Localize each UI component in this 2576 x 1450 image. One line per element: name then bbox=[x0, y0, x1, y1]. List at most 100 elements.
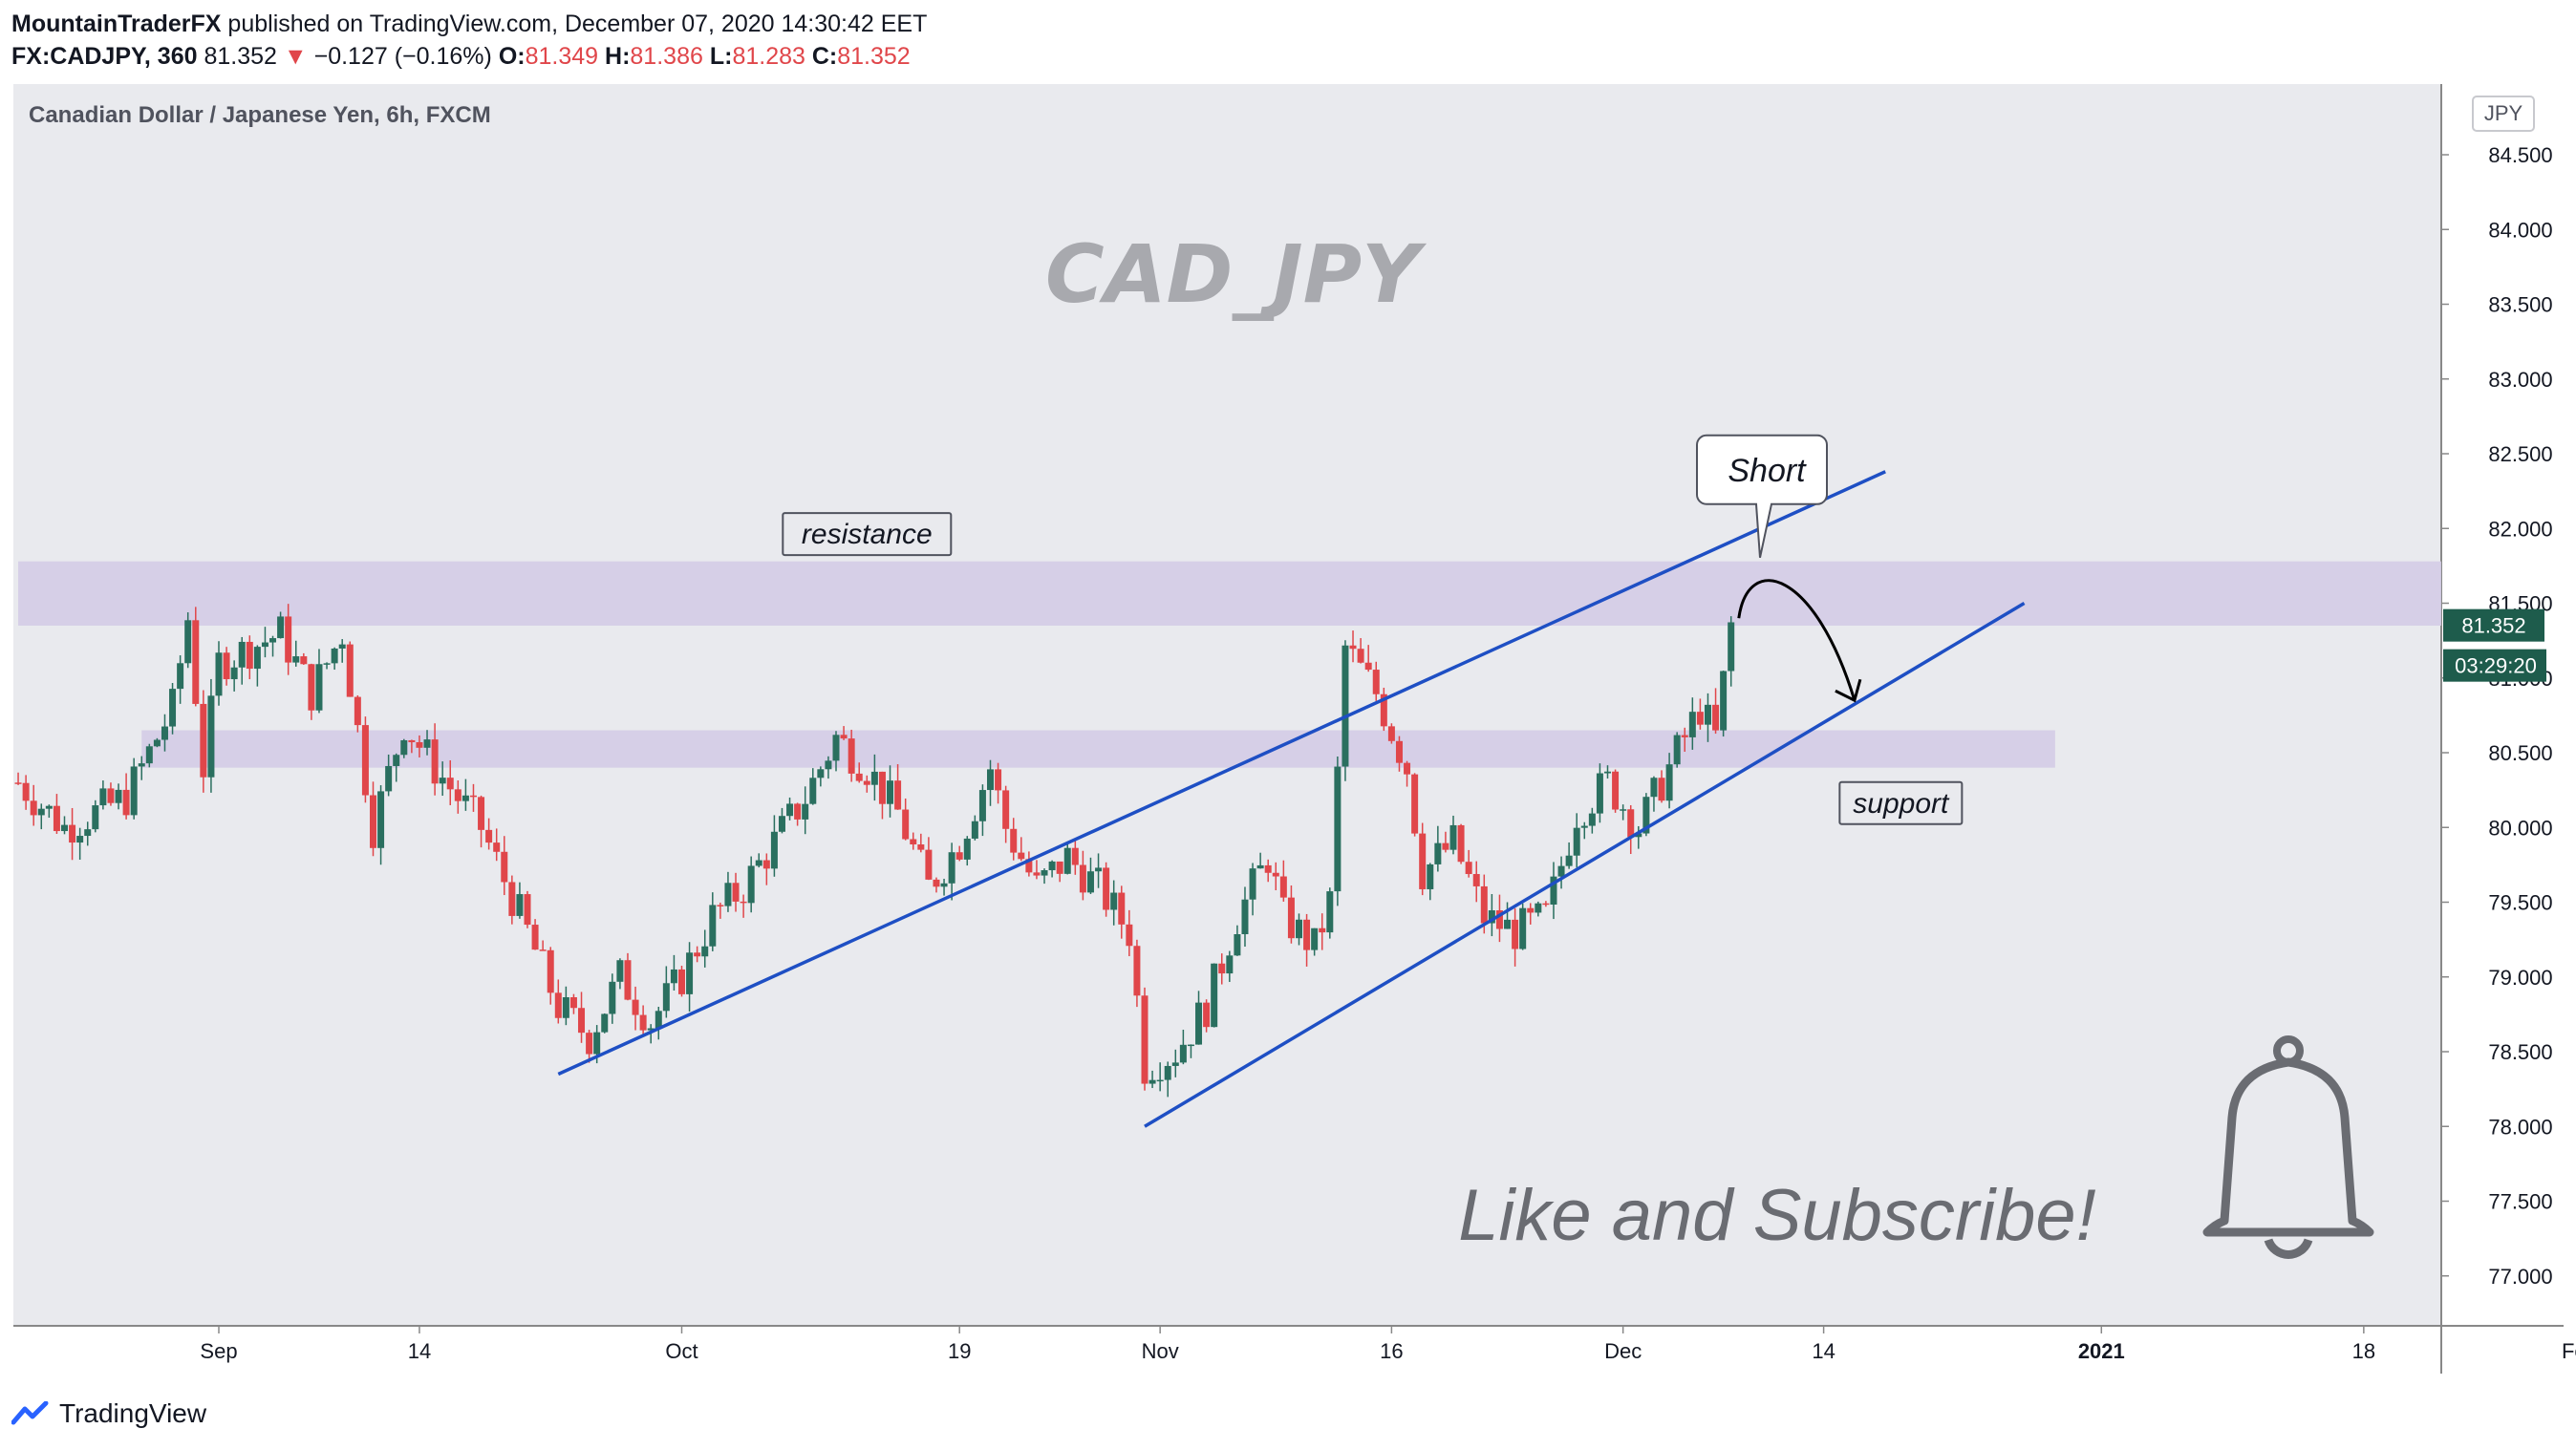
candle-body bbox=[770, 831, 778, 869]
candles-group bbox=[14, 604, 1735, 1098]
candle-body bbox=[45, 805, 53, 809]
candle-body bbox=[724, 883, 732, 906]
price-tick-label: 78.500 bbox=[2488, 1040, 2552, 1064]
candle-body bbox=[778, 816, 785, 832]
candle-body bbox=[1287, 897, 1295, 939]
high-label: H: bbox=[605, 43, 631, 70]
candle-body bbox=[1171, 1062, 1179, 1066]
candle-body bbox=[223, 652, 230, 680]
current-price-box bbox=[2443, 608, 2544, 642]
candle-body bbox=[14, 782, 22, 784]
tradingview-logo-icon bbox=[11, 1401, 49, 1425]
high-value: 81.386 bbox=[630, 43, 703, 70]
candle-body bbox=[531, 925, 539, 950]
candle-body bbox=[431, 739, 439, 784]
candle-body bbox=[1580, 825, 1588, 828]
candle-body bbox=[501, 851, 508, 883]
support-zone bbox=[141, 730, 2055, 768]
candle-body bbox=[740, 901, 747, 904]
candle-body bbox=[1681, 735, 1688, 737]
candle-body bbox=[253, 647, 261, 670]
bell-icon bbox=[2202, 1035, 2374, 1259]
candle-body bbox=[1557, 865, 1565, 877]
candle-body bbox=[586, 1033, 593, 1055]
candle-body bbox=[1404, 762, 1411, 775]
candle-body bbox=[655, 1011, 662, 1029]
open-value: 81.349 bbox=[525, 43, 599, 70]
candle-body bbox=[1712, 704, 1720, 731]
candle-body bbox=[416, 742, 423, 748]
candle-body bbox=[616, 960, 624, 982]
candle-body bbox=[1342, 645, 1349, 767]
tradingview-brand: TradingView bbox=[59, 1398, 207, 1428]
time-tick-label: 2021 bbox=[2078, 1339, 2125, 1363]
author-name[interactable]: MountainTraderFX bbox=[11, 11, 222, 37]
candle-body bbox=[1427, 864, 1434, 889]
candle-body bbox=[894, 780, 902, 810]
candle-body bbox=[107, 788, 115, 803]
time-tick-label: 14 bbox=[1812, 1339, 1835, 1363]
candle-body bbox=[1512, 919, 1519, 949]
candle-body bbox=[485, 829, 493, 843]
candle-body bbox=[354, 696, 361, 726]
candle-body bbox=[1527, 907, 1535, 913]
candle-body bbox=[1650, 778, 1658, 798]
resistance-label: resistance bbox=[802, 519, 933, 550]
ohlc-line: FX:CADJPY, 360 81.352 ▼ −0.127 (−0.16%) … bbox=[11, 40, 927, 73]
candle-body bbox=[1465, 862, 1472, 875]
candle-body bbox=[1395, 740, 1403, 763]
candle-body bbox=[1103, 867, 1110, 910]
candle-body bbox=[493, 842, 501, 852]
channel-line-2 bbox=[1144, 601, 2026, 1128]
candle-body bbox=[323, 663, 331, 665]
candle-body bbox=[1357, 649, 1364, 663]
candle-body bbox=[1334, 766, 1342, 892]
candle-body bbox=[1303, 919, 1311, 950]
candle-body bbox=[1241, 899, 1249, 935]
candle-body bbox=[1048, 861, 1056, 871]
short-arrow-curve bbox=[1737, 579, 1857, 701]
price-tick-label: 77.500 bbox=[2488, 1190, 2552, 1214]
resistance-zone bbox=[18, 561, 2441, 626]
candle-body bbox=[1364, 662, 1372, 671]
candle-body bbox=[963, 838, 971, 860]
candle-body bbox=[1620, 809, 1627, 811]
candle-body bbox=[995, 769, 1002, 791]
candle-body bbox=[1627, 809, 1635, 838]
candle-body bbox=[385, 765, 393, 792]
candle-body bbox=[870, 771, 878, 785]
candle-body bbox=[516, 894, 524, 916]
candle-body bbox=[1658, 778, 1665, 801]
candle-body bbox=[377, 791, 385, 848]
price-tick-label: 84.500 bbox=[2488, 143, 2552, 167]
candle-body bbox=[22, 782, 30, 801]
candle-body bbox=[647, 1028, 655, 1031]
candle-body bbox=[955, 852, 963, 860]
price-tick-label: 84.000 bbox=[2488, 218, 2552, 242]
short-callout-label: Short bbox=[1728, 453, 1807, 489]
candle-body bbox=[1535, 903, 1542, 913]
price-tick-label: 80.000 bbox=[2488, 816, 2552, 840]
candle-body bbox=[840, 735, 848, 739]
candle-body bbox=[1195, 1002, 1203, 1045]
candle-body bbox=[1256, 864, 1264, 869]
candle-body bbox=[1449, 824, 1457, 850]
candle-body bbox=[554, 992, 562, 1018]
candle-body bbox=[508, 882, 516, 916]
candle-body bbox=[1387, 726, 1395, 741]
candle-body bbox=[639, 1014, 647, 1031]
candle-body bbox=[1133, 946, 1141, 996]
price-tick-label: 82.000 bbox=[2488, 517, 2552, 541]
candle-body bbox=[662, 983, 670, 1012]
candle-body bbox=[593, 1032, 601, 1055]
time-tick-label: 14 bbox=[408, 1339, 431, 1363]
time-tick-label: 16 bbox=[1380, 1339, 1403, 1363]
candle-body bbox=[1187, 1044, 1194, 1047]
candle-body bbox=[940, 883, 948, 887]
bell-top bbox=[2273, 1035, 2304, 1066]
price-tick-label: 80.500 bbox=[2488, 741, 2552, 765]
candle-body bbox=[462, 795, 469, 801]
candle-body bbox=[1565, 855, 1573, 866]
tradingview-logo[interactable]: TradingView bbox=[11, 1398, 206, 1429]
